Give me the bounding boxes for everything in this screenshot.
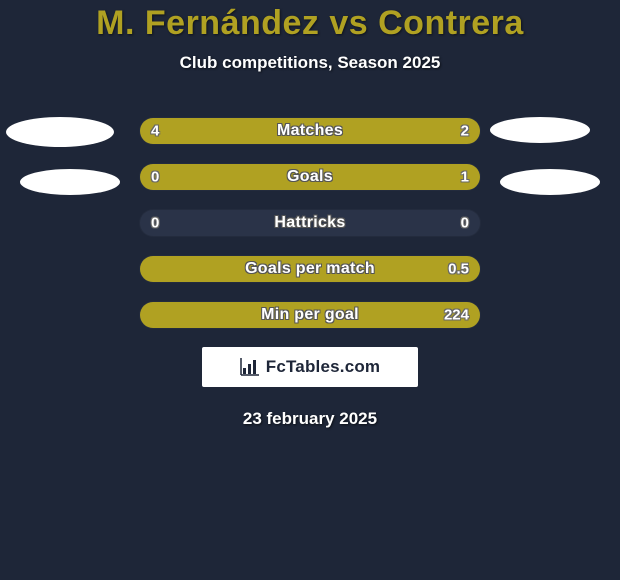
footer-date: 23 february 2025 bbox=[0, 409, 620, 429]
comparison-row: Goals01 bbox=[139, 163, 481, 191]
decor-ellipse bbox=[20, 169, 120, 195]
source-badge-text: FcTables.com bbox=[266, 357, 381, 377]
comparison-row: Matches42 bbox=[139, 117, 481, 145]
bar-left-fill bbox=[140, 302, 150, 328]
bar-track bbox=[139, 301, 481, 329]
bar-track bbox=[139, 209, 481, 237]
bar-right-fill bbox=[150, 302, 480, 328]
decor-ellipse bbox=[490, 117, 590, 143]
bar-left-fill bbox=[140, 256, 150, 282]
comparison-infographic: M. Fernández vs Contrera Club competitio… bbox=[0, 0, 620, 429]
page-title: M. Fernández vs Contrera bbox=[0, 4, 620, 43]
comparison-row: Hattricks00 bbox=[139, 209, 481, 237]
bar-left-fill bbox=[140, 164, 201, 190]
decor-ellipse bbox=[6, 117, 114, 147]
decor-ellipse bbox=[500, 169, 600, 195]
bar-left-fill bbox=[140, 118, 480, 144]
bar-chart-icon bbox=[240, 358, 260, 376]
chart-area: Matches42 Goals01 Hattricks00 Goals per mat… bbox=[0, 117, 620, 329]
bar-track bbox=[139, 117, 481, 145]
bar-right-fill bbox=[201, 164, 480, 190]
comparison-row: Goals per match0.5 bbox=[139, 255, 481, 283]
bar-track bbox=[139, 255, 481, 283]
source-badge: FcTables.com bbox=[202, 347, 418, 387]
comparison-bars: Matches42 Goals01 Hattricks00 Goals per mat… bbox=[139, 117, 481, 329]
comparison-row: Min per goal224 bbox=[139, 301, 481, 329]
page-subtitle: Club competitions, Season 2025 bbox=[0, 53, 620, 73]
bar-track bbox=[139, 163, 481, 191]
bar-right-fill bbox=[150, 256, 480, 282]
